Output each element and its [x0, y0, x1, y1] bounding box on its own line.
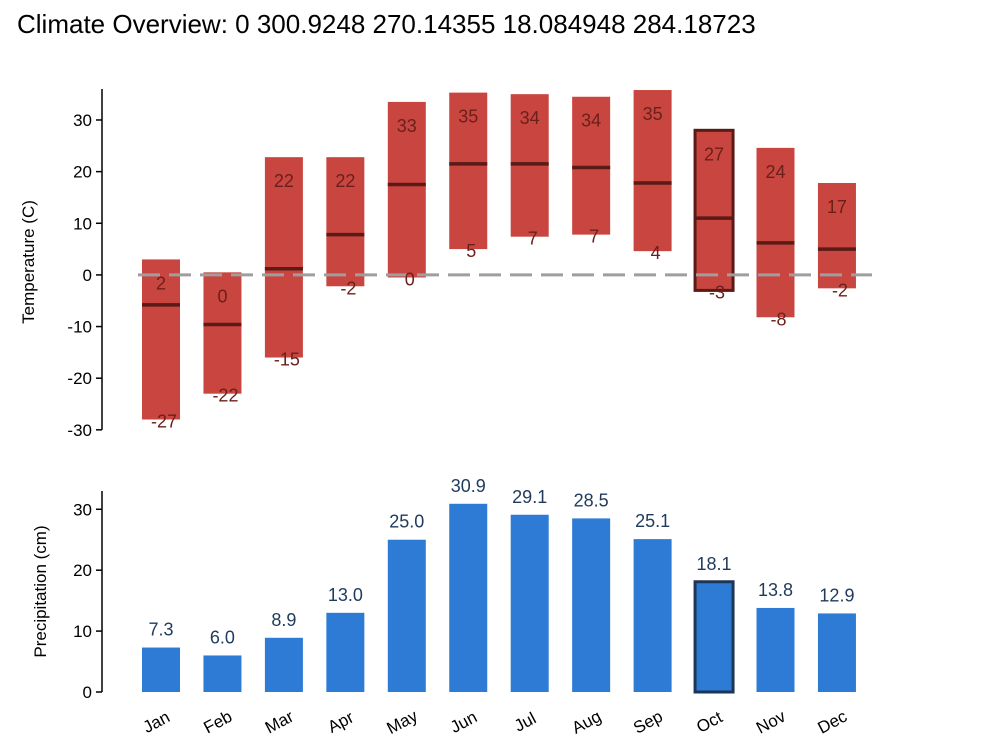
precipitation-bar	[510, 514, 549, 692]
temperature-low-label: 0	[405, 269, 415, 289]
precipitation-y-axis-label: Precipitation (cm)	[31, 525, 50, 657]
temperature-y-axis-label: Temperature (C)	[19, 200, 38, 324]
temperature-range-bar	[142, 259, 180, 420]
temperature-y-tick-label: -30	[67, 421, 92, 440]
precipitation-value-label: 25.1	[635, 511, 670, 531]
precipitation-value-label: 8.9	[271, 610, 296, 630]
temperature-low-label: -15	[274, 350, 300, 370]
temperature-high-label: 33	[397, 116, 417, 136]
temperature-range-bar	[817, 182, 856, 289]
temperature-range-bar	[449, 92, 488, 250]
precipitation-value-label: 28.5	[574, 490, 609, 510]
precipitation-bar	[326, 612, 365, 692]
precipitation-bar	[449, 503, 488, 692]
temperature-high-label: 17	[827, 197, 847, 217]
temperature-range-bar	[633, 90, 672, 252]
temperature-range-bar	[264, 157, 303, 358]
precipitation-bar	[387, 539, 426, 692]
temperature-high-label: 34	[581, 111, 601, 131]
temperature-low-label: -2	[340, 278, 356, 298]
temperature-range-bar	[693, 128, 735, 292]
temperature-low-label: -8	[770, 309, 786, 329]
month-tick-label: Feb	[200, 707, 235, 738]
precipitation-value-label: 12.9	[819, 585, 854, 605]
temperature-low-label: -22	[212, 386, 238, 406]
precipitation-bar	[203, 655, 242, 692]
precipitation-y-tick-label: 0	[83, 683, 92, 702]
precipitation-y-tick-label: 10	[73, 622, 92, 641]
month-tick-label: Aug	[569, 707, 605, 738]
month-tick-label: Jun	[447, 707, 480, 737]
temperature-low-label: -27	[151, 412, 177, 432]
temperature-low-label: -3	[709, 282, 725, 302]
precipitation-value-label: 29.1	[512, 487, 547, 507]
temperature-high-label: 0	[217, 286, 227, 306]
precipitation-value-label: 30.9	[451, 476, 486, 496]
month-tick-label: Mar	[262, 707, 297, 738]
temperature-range-bar	[387, 101, 426, 278]
month-tick-label: Sep	[630, 707, 666, 738]
temperature-high-label: 22	[335, 171, 355, 191]
temperature-low-label: 4	[651, 243, 661, 263]
month-tick-label: Jul	[511, 709, 539, 736]
month-tick-label: Oct	[693, 707, 726, 736]
precipitation-value-label: 6.0	[210, 627, 235, 647]
precipitation-y-tick-label: 30	[73, 500, 92, 519]
precipitation-value-label: 13.0	[328, 585, 363, 605]
month-axis: Jan Feb Mar Apr May Jun Jul Aug Sep Oct Nov Dec	[140, 706, 851, 738]
temperature-range-bar	[572, 96, 611, 235]
month-tick-label: Apr	[325, 707, 358, 736]
temperature-high-label: 27	[704, 144, 724, 164]
temperature-y-tick-label: -10	[67, 318, 92, 337]
temperature-range-bar	[326, 157, 365, 287]
precipitation-bar	[142, 647, 180, 692]
temperature-low-label: 5	[466, 241, 476, 261]
precipitation-value-label: 13.8	[758, 580, 793, 600]
month-tick-label: Jan	[140, 707, 173, 737]
chart-title: Climate Overview: 0 300.9248 270.14355 1…	[17, 9, 756, 39]
temperature-high-label: 22	[274, 171, 294, 191]
temperature-high-label: 2	[156, 273, 166, 293]
temperature-high-label: 35	[458, 107, 478, 127]
precipitation-value-label: 25.0	[389, 512, 424, 532]
temperature-low-label: 7	[528, 229, 538, 249]
precipitation-bar	[264, 637, 303, 692]
precipitation-panel: 0 10 20 30 Precipitation (cm) 7.3 6.0 8.9 13.0 25…	[31, 476, 856, 702]
month-tick-label: May	[384, 706, 422, 738]
temperature-range-bar	[756, 147, 795, 318]
precipitation-y-tick-label: 20	[73, 561, 92, 580]
temperature-high-label: 35	[643, 104, 663, 124]
temperature-range-bar	[203, 272, 242, 394]
temperature-high-label: 34	[520, 108, 540, 128]
precipitation-value-label: 7.3	[148, 620, 173, 640]
precipitation-bar	[572, 518, 611, 692]
month-tick-label: Nov	[753, 706, 789, 737]
precipitation-bar	[693, 580, 735, 694]
precipitation-value-label: 18.1	[697, 554, 732, 574]
precipitation-bar	[817, 613, 856, 692]
temperature-high-label: 24	[765, 162, 785, 182]
temperature-low-label: -2	[832, 280, 848, 300]
temperature-y-tick-label: 10	[73, 214, 92, 233]
precipitation-bar	[756, 607, 795, 692]
temperature-y-tick-label: -20	[67, 369, 92, 388]
temperature-y-tick-label: 0	[83, 266, 92, 285]
temperature-y-tick-label: 30	[73, 111, 92, 130]
precipitation-bar	[633, 539, 672, 692]
temperature-y-tick-label: 20	[73, 163, 92, 182]
month-tick-label: Dec	[815, 706, 851, 737]
temperature-low-label: 7	[589, 227, 599, 247]
